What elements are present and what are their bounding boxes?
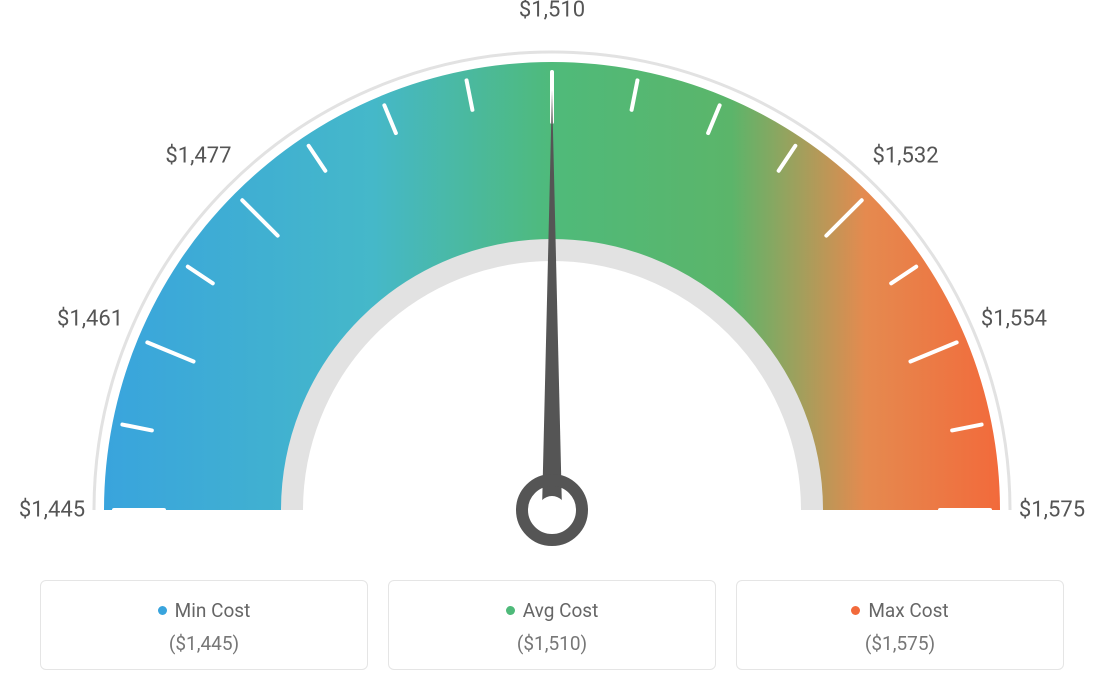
legend-value: ($1,510) bbox=[401, 632, 703, 655]
gauge-tick-label: $1,477 bbox=[165, 144, 231, 169]
legend-value: ($1,445) bbox=[53, 632, 355, 655]
dot-icon bbox=[506, 606, 515, 615]
gauge-svg bbox=[0, 0, 1104, 560]
gauge-tick-label: $1,510 bbox=[519, 0, 585, 23]
legend-title: Min Cost bbox=[175, 599, 251, 622]
legend-title-row: Max Cost bbox=[749, 599, 1051, 622]
legend-value: ($1,575) bbox=[749, 632, 1051, 655]
legend-title-row: Min Cost bbox=[53, 599, 355, 622]
legend-card-avg: Avg Cost ($1,510) bbox=[388, 580, 716, 670]
gauge-tick-label: $1,554 bbox=[981, 306, 1047, 331]
dot-icon bbox=[851, 606, 860, 615]
gauge-tick-label: $1,461 bbox=[57, 306, 123, 331]
legend-title-row: Avg Cost bbox=[401, 599, 703, 622]
gauge-tick-label: $1,445 bbox=[19, 498, 85, 523]
gauge-tick-label: $1,575 bbox=[1019, 498, 1085, 523]
gauge-tick-label: $1,532 bbox=[872, 144, 938, 169]
dot-icon bbox=[158, 606, 167, 615]
legend-card-min: Min Cost ($1,445) bbox=[40, 580, 368, 670]
legend-title: Max Cost bbox=[868, 599, 948, 622]
gauge-chart: $1,445 $1,461 $1,477 $1,510 $1,532 $1,554 $1,5… bbox=[0, 0, 1104, 560]
legend-row: Min Cost ($1,445) Avg Cost ($1,510) Max … bbox=[40, 580, 1064, 670]
legend-title: Avg Cost bbox=[523, 599, 599, 622]
legend-card-max: Max Cost ($1,575) bbox=[736, 580, 1064, 670]
